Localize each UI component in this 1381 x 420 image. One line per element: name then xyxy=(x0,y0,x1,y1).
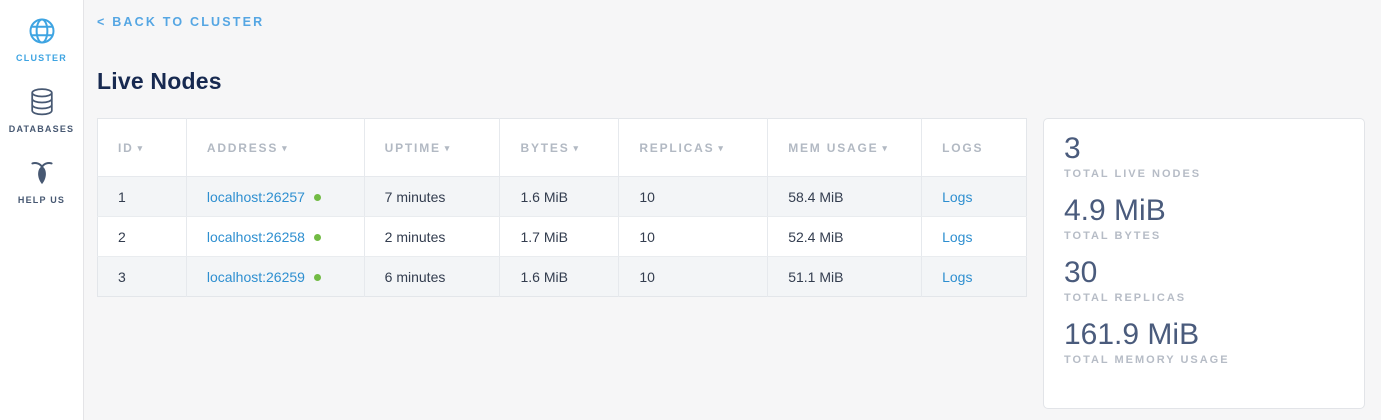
cell-mem-usage: 52.4 MiB xyxy=(767,216,923,257)
stat-total-bytes: 4.9 MiB TOTAL BYTES xyxy=(1064,193,1344,242)
column-header-uptime[interactable]: UPTIME ▾ xyxy=(364,118,501,177)
back-to-cluster-link[interactable]: < BACK TO CLUSTER xyxy=(97,15,264,29)
back-link-label: BACK TO CLUSTER xyxy=(112,15,265,29)
stat-total-replicas: 30 TOTAL REPLICAS xyxy=(1064,255,1344,304)
stat-label: TOTAL MEMORY USAGE xyxy=(1064,354,1230,366)
cell-bytes: 1.6 MiB xyxy=(499,256,620,297)
column-header-logs: LOGS xyxy=(921,118,1027,177)
cell-logs: Logs xyxy=(921,216,1027,257)
cell-replicas: 10 xyxy=(618,256,769,297)
cell-node-id: 2 xyxy=(97,216,187,257)
sort-arrow-icon: ▾ xyxy=(573,142,580,153)
cell-replicas: 10 xyxy=(618,216,769,257)
stat-value: 4.9 MiB xyxy=(1064,194,1166,227)
stat-value: 30 xyxy=(1064,256,1098,289)
cell-uptime: 6 minutes xyxy=(364,256,501,297)
stat-value: 161.9 MiB xyxy=(1064,318,1200,351)
cell-uptime: 2 minutes xyxy=(364,216,501,257)
node-address-link[interactable]: localhost:26257 xyxy=(206,188,305,205)
cockroach-bug-icon xyxy=(27,156,57,190)
sort-arrow-icon: ▾ xyxy=(718,142,725,153)
live-status-dot-icon xyxy=(313,273,321,281)
column-header-address[interactable]: ADDRESS ▾ xyxy=(186,118,365,177)
cell-mem-usage: 58.4 MiB xyxy=(767,176,923,217)
sort-arrow-icon: ▾ xyxy=(882,142,889,153)
sort-arrow-icon: ▾ xyxy=(444,142,452,153)
table-row: 3 localhost:26259 6 minutes 1.6 MiB 10 5… xyxy=(97,256,1027,297)
column-header-mem-usage[interactable]: MEM USAGE ▾ xyxy=(767,118,923,177)
page-title: Live Nodes xyxy=(97,68,222,94)
cell-logs: Logs xyxy=(921,176,1027,217)
cell-mem-usage: 51.1 MiB xyxy=(767,256,923,297)
column-header-replicas[interactable]: REPLICAS ▾ xyxy=(618,118,769,177)
live-status-dot-icon xyxy=(313,193,321,201)
cell-logs: Logs xyxy=(921,256,1027,297)
stat-label: TOTAL REPLICAS xyxy=(1064,292,1187,304)
cell-bytes: 1.7 MiB xyxy=(499,216,620,257)
cluster-summary-panel: 3 TOTAL LIVE NODES 4.9 MiB TOTAL BYTES 3… xyxy=(1043,118,1365,409)
logs-link[interactable]: Logs xyxy=(942,228,973,245)
stat-label: TOTAL LIVE NODES xyxy=(1064,168,1202,180)
cell-node-id: 1 xyxy=(97,176,187,217)
sidebar-item-label: CLUSTER xyxy=(16,53,67,63)
sidebar-item-cluster[interactable]: CLUSTER xyxy=(0,14,83,63)
logs-link[interactable]: Logs xyxy=(942,188,973,205)
live-nodes-table: ID ▾ ADDRESS ▾ UPTIME ▾ BYTES ▾ REPLICAS ▾ ME… xyxy=(97,118,1027,297)
sidebar-item-databases[interactable]: DATABASES xyxy=(0,85,83,134)
back-arrow-icon: < xyxy=(97,15,107,29)
cell-address: localhost:26258 xyxy=(186,216,365,257)
main-content: < BACK TO CLUSTER Live Nodes ID ▾ ADDRESS… xyxy=(84,0,1381,420)
cell-uptime: 7 minutes xyxy=(364,176,501,217)
sidebar-nav: CLUSTER DATABASES HELP US xyxy=(0,0,84,420)
sidebar-item-label: HELP US xyxy=(17,195,66,205)
globe-icon xyxy=(27,14,57,48)
sidebar-item-help-us[interactable]: HELP US xyxy=(0,156,83,205)
node-address-link[interactable]: localhost:26259 xyxy=(206,268,305,285)
stat-total-memory-usage: 161.9 MiB TOTAL MEMORY USAGE xyxy=(1064,317,1344,366)
content-row: ID ▾ ADDRESS ▾ UPTIME ▾ BYTES ▾ REPLICAS ▾ ME… xyxy=(97,118,1365,409)
cell-address: localhost:26259 xyxy=(186,256,365,297)
live-status-dot-icon xyxy=(313,233,321,241)
stat-total-live-nodes: 3 TOTAL LIVE NODES xyxy=(1064,131,1344,180)
database-icon xyxy=(28,85,56,119)
stat-value: 3 xyxy=(1064,132,1081,165)
logs-link[interactable]: Logs xyxy=(942,268,973,285)
cell-node-id: 3 xyxy=(97,256,187,297)
table-row: 1 localhost:26257 7 minutes 1.6 MiB 10 5… xyxy=(97,176,1027,217)
table-row: 2 localhost:26258 2 minutes 1.7 MiB 10 5… xyxy=(97,216,1027,257)
table-header: ID ▾ ADDRESS ▾ UPTIME ▾ BYTES ▾ REPLICAS ▾ ME… xyxy=(97,118,1027,177)
cell-replicas: 10 xyxy=(618,176,769,217)
cell-bytes: 1.6 MiB xyxy=(499,176,620,217)
sort-arrow-icon: ▾ xyxy=(282,142,289,153)
cell-address: localhost:26257 xyxy=(186,176,365,217)
column-header-id[interactable]: ID ▾ xyxy=(97,118,187,177)
stat-label: TOTAL BYTES xyxy=(1064,230,1162,242)
node-address-link[interactable]: localhost:26258 xyxy=(206,228,305,245)
column-header-bytes[interactable]: BYTES ▾ xyxy=(499,118,620,177)
sort-arrow-icon: ▾ xyxy=(137,142,144,153)
sidebar-item-label: DATABASES xyxy=(8,124,75,134)
